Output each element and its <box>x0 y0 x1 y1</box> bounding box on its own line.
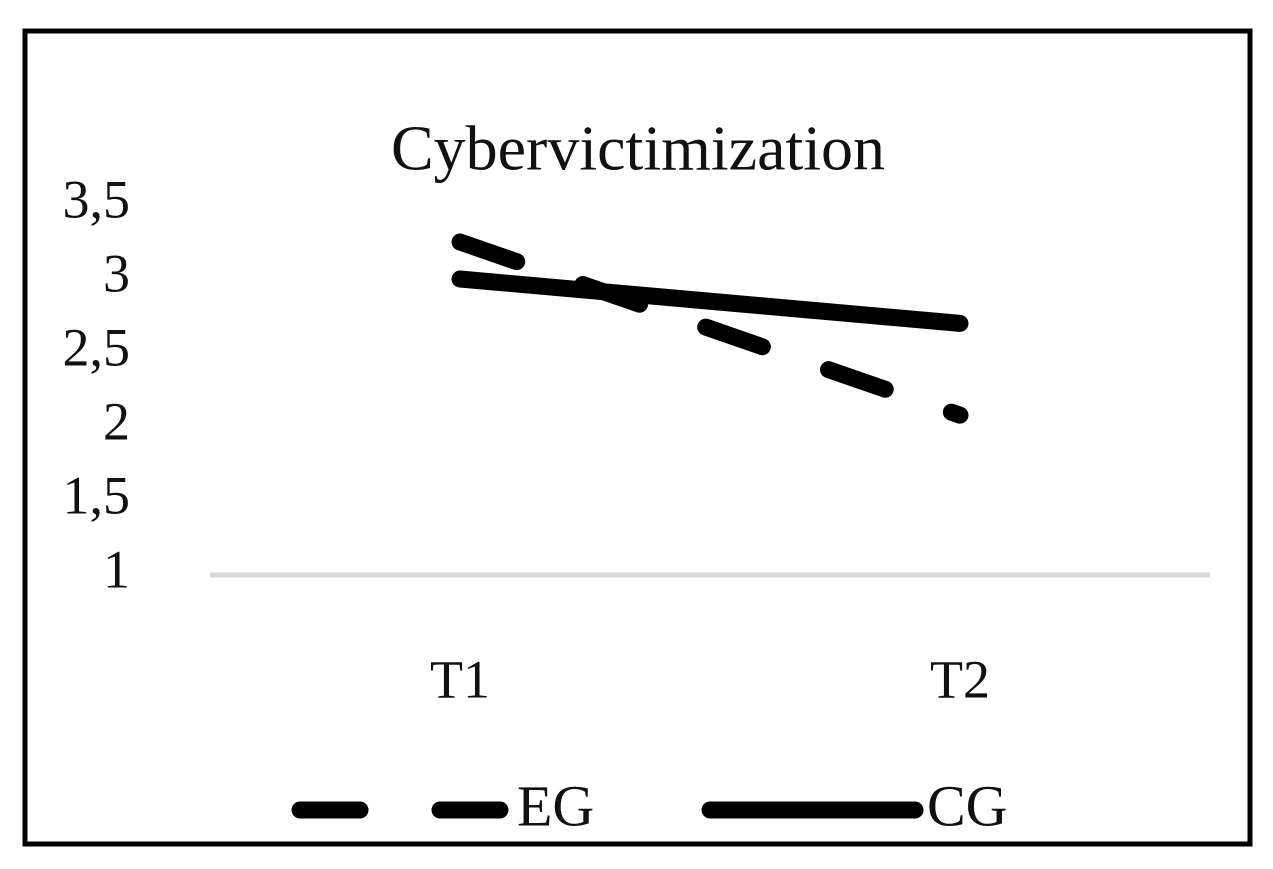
y-tick-label: 2 <box>103 391 130 451</box>
y-tick-label: 1 <box>103 539 130 599</box>
y-tick-label: 1,5 <box>63 465 131 525</box>
y-tick-label: 3,5 <box>63 169 131 229</box>
chart-frame <box>22 28 1253 847</box>
x-tick-label: T2 <box>930 649 990 709</box>
chart-title: Cybervictimization <box>391 113 885 184</box>
legend-label: CG <box>927 773 1008 838</box>
y-tick-label: 2,5 <box>63 317 131 377</box>
data-line <box>451 233 969 424</box>
data-line <box>451 270 969 332</box>
y-tick-label: 3 <box>103 243 130 303</box>
x-tick-label: T1 <box>430 649 490 709</box>
legend-label: EG <box>517 773 594 838</box>
